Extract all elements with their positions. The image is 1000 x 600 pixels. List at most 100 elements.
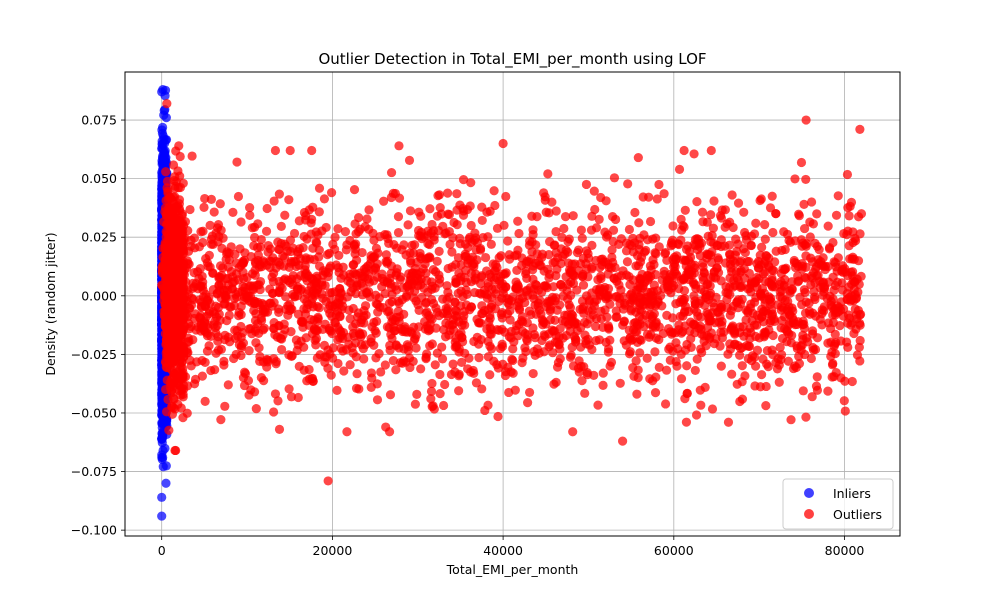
outlier-point bbox=[199, 202, 209, 212]
outlier-point bbox=[223, 380, 233, 390]
outlier-point bbox=[512, 265, 522, 275]
outlier-point bbox=[768, 227, 778, 238]
outlier-point bbox=[484, 317, 494, 327]
outlier-point bbox=[777, 315, 787, 326]
outlier-point bbox=[513, 216, 523, 226]
inlier-point bbox=[158, 122, 168, 133]
outlier-point bbox=[454, 386, 464, 396]
outlier-point bbox=[204, 250, 214, 261]
outlier-point bbox=[171, 214, 181, 224]
outlier-point bbox=[634, 218, 644, 228]
outlier-point bbox=[289, 228, 300, 239]
grid bbox=[125, 72, 900, 536]
outlier-point bbox=[568, 211, 578, 221]
outlier-point bbox=[160, 207, 170, 217]
series-outliers bbox=[157, 99, 867, 486]
outlier-point bbox=[668, 221, 678, 231]
outlier-point bbox=[330, 318, 340, 328]
outlier-point bbox=[384, 238, 394, 249]
outlier-point bbox=[254, 343, 264, 353]
outlier-point bbox=[232, 157, 242, 167]
outlier-point bbox=[166, 330, 176, 341]
outlier-point bbox=[477, 215, 487, 226]
outlier-point bbox=[410, 399, 420, 409]
inlier-point bbox=[161, 113, 171, 123]
outlier-point bbox=[273, 237, 283, 247]
outlier-point bbox=[492, 223, 503, 233]
outlier-point bbox=[203, 261, 213, 271]
outlier-point bbox=[366, 368, 377, 378]
outlier-point bbox=[565, 303, 575, 313]
outlier-point bbox=[326, 370, 336, 380]
outlier-point bbox=[342, 427, 352, 437]
outlier-point bbox=[376, 367, 386, 377]
outlier-point bbox=[294, 361, 304, 371]
outlier-point bbox=[823, 386, 833, 396]
outlier-point bbox=[649, 280, 659, 290]
outlier-point bbox=[250, 387, 260, 397]
outlier-point bbox=[636, 335, 646, 345]
outlier-point bbox=[524, 387, 535, 398]
outlier-point bbox=[577, 233, 587, 243]
outlier-point bbox=[768, 330, 778, 341]
outlier-point bbox=[676, 374, 687, 384]
outlier-point bbox=[276, 221, 286, 232]
outlier-point bbox=[702, 217, 712, 227]
outlier-point bbox=[304, 364, 314, 375]
outlier-point bbox=[393, 227, 404, 238]
outlier-point bbox=[404, 155, 415, 165]
outlier-point bbox=[679, 286, 690, 296]
outlier-point bbox=[755, 195, 765, 206]
outlier-point bbox=[161, 195, 171, 206]
inlier-point bbox=[161, 478, 171, 488]
outlier-point bbox=[757, 242, 767, 252]
outlier-point bbox=[391, 365, 401, 375]
outlier-point bbox=[840, 406, 850, 416]
outlier-point bbox=[566, 350, 576, 360]
series-layer bbox=[157, 84, 867, 521]
outlier-point bbox=[280, 210, 290, 220]
outlier-point bbox=[732, 379, 742, 389]
inlier-point bbox=[157, 511, 167, 521]
outlier-point bbox=[339, 366, 349, 376]
outlier-point bbox=[275, 260, 285, 270]
outlier-point bbox=[314, 183, 325, 193]
outlier-point bbox=[162, 236, 173, 247]
outlier-point bbox=[448, 319, 459, 329]
outlier-point bbox=[570, 334, 581, 344]
outlier-point bbox=[288, 271, 298, 281]
outlier-point bbox=[855, 356, 865, 366]
outlier-point bbox=[539, 188, 549, 198]
outlier-point bbox=[723, 417, 734, 427]
outlier-point bbox=[805, 232, 815, 242]
outlier-point bbox=[269, 196, 279, 206]
outlier-point bbox=[794, 209, 804, 219]
outlier-point bbox=[598, 380, 608, 390]
outlier-point bbox=[307, 145, 317, 156]
outlier-point bbox=[727, 190, 737, 200]
outlier-point bbox=[844, 241, 854, 251]
outlier-point bbox=[551, 206, 561, 216]
outlier-point bbox=[286, 351, 297, 361]
outlier-point bbox=[849, 328, 859, 339]
outlier-point bbox=[671, 357, 681, 367]
outlier-point bbox=[601, 232, 612, 242]
outlier-point bbox=[607, 245, 617, 255]
outlier-point bbox=[746, 327, 756, 338]
outlier-point bbox=[238, 373, 249, 383]
outlier-point bbox=[551, 271, 561, 281]
outlier-point bbox=[174, 141, 184, 151]
outlier-point bbox=[463, 242, 473, 253]
outlier-point bbox=[839, 396, 849, 406]
outlier-point bbox=[786, 415, 796, 425]
outlier-point bbox=[162, 176, 173, 186]
outlier-point bbox=[807, 197, 817, 207]
outlier-point bbox=[286, 392, 297, 402]
outlier-point bbox=[607, 212, 618, 222]
outlier-point bbox=[695, 250, 705, 261]
outlier-point bbox=[847, 254, 857, 264]
outlier-point bbox=[387, 296, 397, 307]
outlier-point bbox=[161, 167, 171, 177]
outlier-point bbox=[682, 361, 692, 371]
